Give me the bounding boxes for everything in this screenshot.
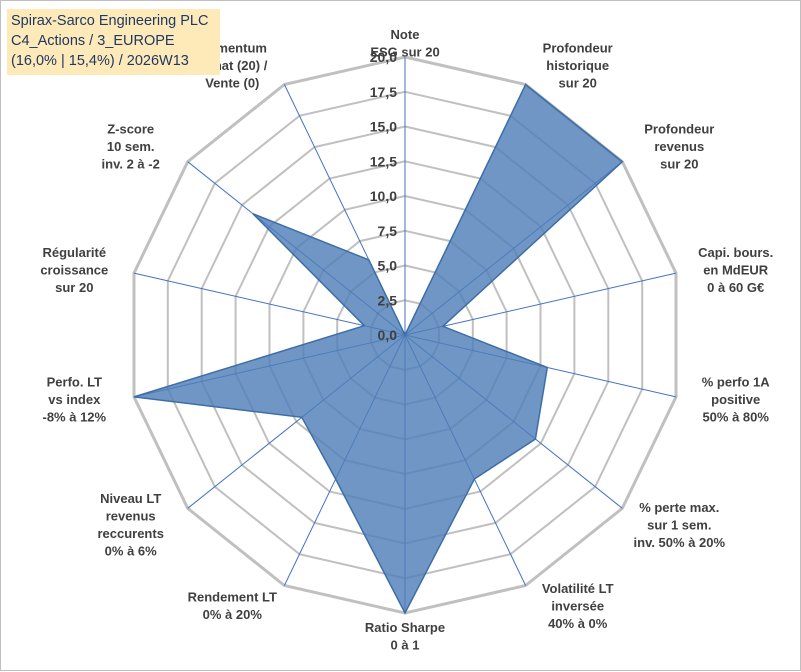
radar-tick-labels: 0,0 2,5 5,0 7,5 10,0 12,5 15,0 17,5 20,0 — [370, 49, 397, 343]
axis-label: Z-score 10 sem. inv. 2 à -2 — [102, 122, 160, 172]
tick-label: 17,5 — [370, 84, 397, 100]
axis-label: Profondeur historique sur 20 — [543, 41, 613, 91]
radar-axis-labels: Note ESG sur 20 Profondeur historique sur 20… — [40, 27, 773, 653]
tick-label: 15,0 — [370, 119, 397, 135]
axis-label: Régularité croissance sur 20 — [40, 245, 108, 295]
title-line-performance: (16,0% | 15,4%) / 2026W13 — [11, 53, 189, 69]
axis-spoke — [133, 272, 406, 336]
series-area — [133, 83, 624, 615]
tick-label: 0,0 — [378, 327, 398, 343]
axis-label: Niveau LT revenus reccurents 0% à 6% — [97, 491, 163, 558]
axis-label: Capi. bours. en MdEUR 0 à 60 G€ — [698, 245, 773, 295]
axis-label: Ratio Sharpe 0 à 1 — [365, 620, 445, 653]
radar-series — [133, 83, 624, 615]
tick-label: 20,0 — [370, 49, 397, 65]
axis-label: Volatilité LT inversée 40% à 0% — [542, 581, 614, 631]
tick-label: 7,5 — [378, 223, 398, 239]
axis-label: Profondeur revenus sur 20 — [644, 122, 714, 172]
tick-label: 5,0 — [378, 258, 398, 274]
axis-spoke — [404, 272, 677, 336]
axis-label: Note ESG sur 20 — [370, 27, 439, 60]
tick-label: 10,0 — [370, 188, 397, 204]
title-line-category: C4_Actions / 3_EUROPE — [11, 33, 175, 49]
axis-label: % perfo 1A positive 50% à 80% — [702, 375, 771, 425]
tick-label: 2,5 — [378, 292, 398, 308]
axis-label: % perte max. sur 1 sem. inv. 50% à 20% — [634, 500, 726, 550]
axis-label: Rendement LT 0% à 20% — [188, 590, 277, 623]
axis-label: Perfo. LT vs index -8% à 12% — [43, 375, 107, 425]
title-line-company: Spirax-Sarco Engineering PLC — [11, 13, 209, 29]
chart-title-box: Spirax-Sarco Engineering PLC C4_Actions … — [7, 9, 220, 75]
tick-label: 12,5 — [370, 153, 397, 169]
